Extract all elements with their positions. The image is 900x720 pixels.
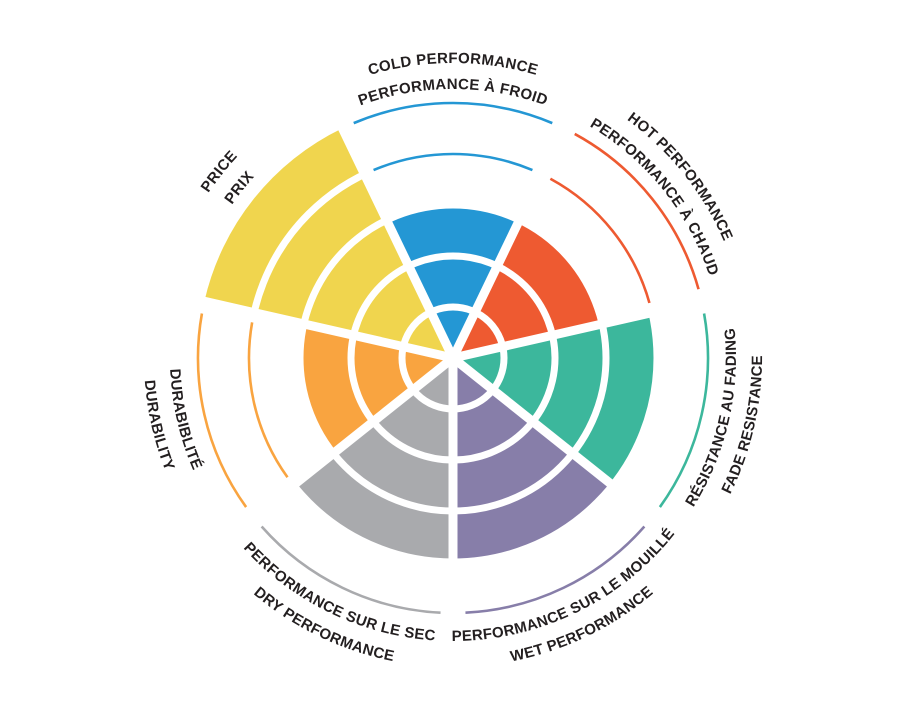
sector-label-text-hot-performance-en: HOT PERFORMANCE: [624, 109, 735, 243]
sector-wedge-dry-performance: [293, 358, 453, 562]
level-arc-cold-performance-5: [353, 101, 553, 125]
level-arc-fade-resistance-5: [658, 313, 710, 508]
sector-divider: [451, 295, 707, 363]
level-arc-durability-4: [247, 322, 289, 479]
level-arc-hot-performance-4: [549, 177, 651, 304]
sector-label-en-hot-performance: HOT PERFORMANCE: [624, 109, 736, 243]
sector-wedge-price: [204, 128, 453, 358]
sector-wedge-cold-performance: [386, 205, 520, 358]
sector-label-en-cold-performance: COLD PERFORMANCE: [366, 50, 540, 79]
level-arc-cold-performance-4: [373, 152, 533, 172]
level-arc-hot-performance-5: [574, 132, 700, 290]
sector-divider: [247, 354, 456, 524]
sector-divider: [336, 122, 458, 360]
level-arc-wet-performance-5: [465, 525, 646, 614]
sector-divider: [448, 122, 570, 360]
sector-divider: [450, 354, 659, 524]
level-arc-durability-5: [196, 313, 248, 508]
level-arc-dry-performance-5: [260, 525, 441, 614]
sector-wedge-durability: [300, 323, 453, 454]
sector-wedge-wet-performance: [453, 358, 613, 562]
sector-divider: [199, 295, 455, 363]
sector-label-text-cold-performance-en: COLD PERFORMANCE: [366, 50, 539, 79]
